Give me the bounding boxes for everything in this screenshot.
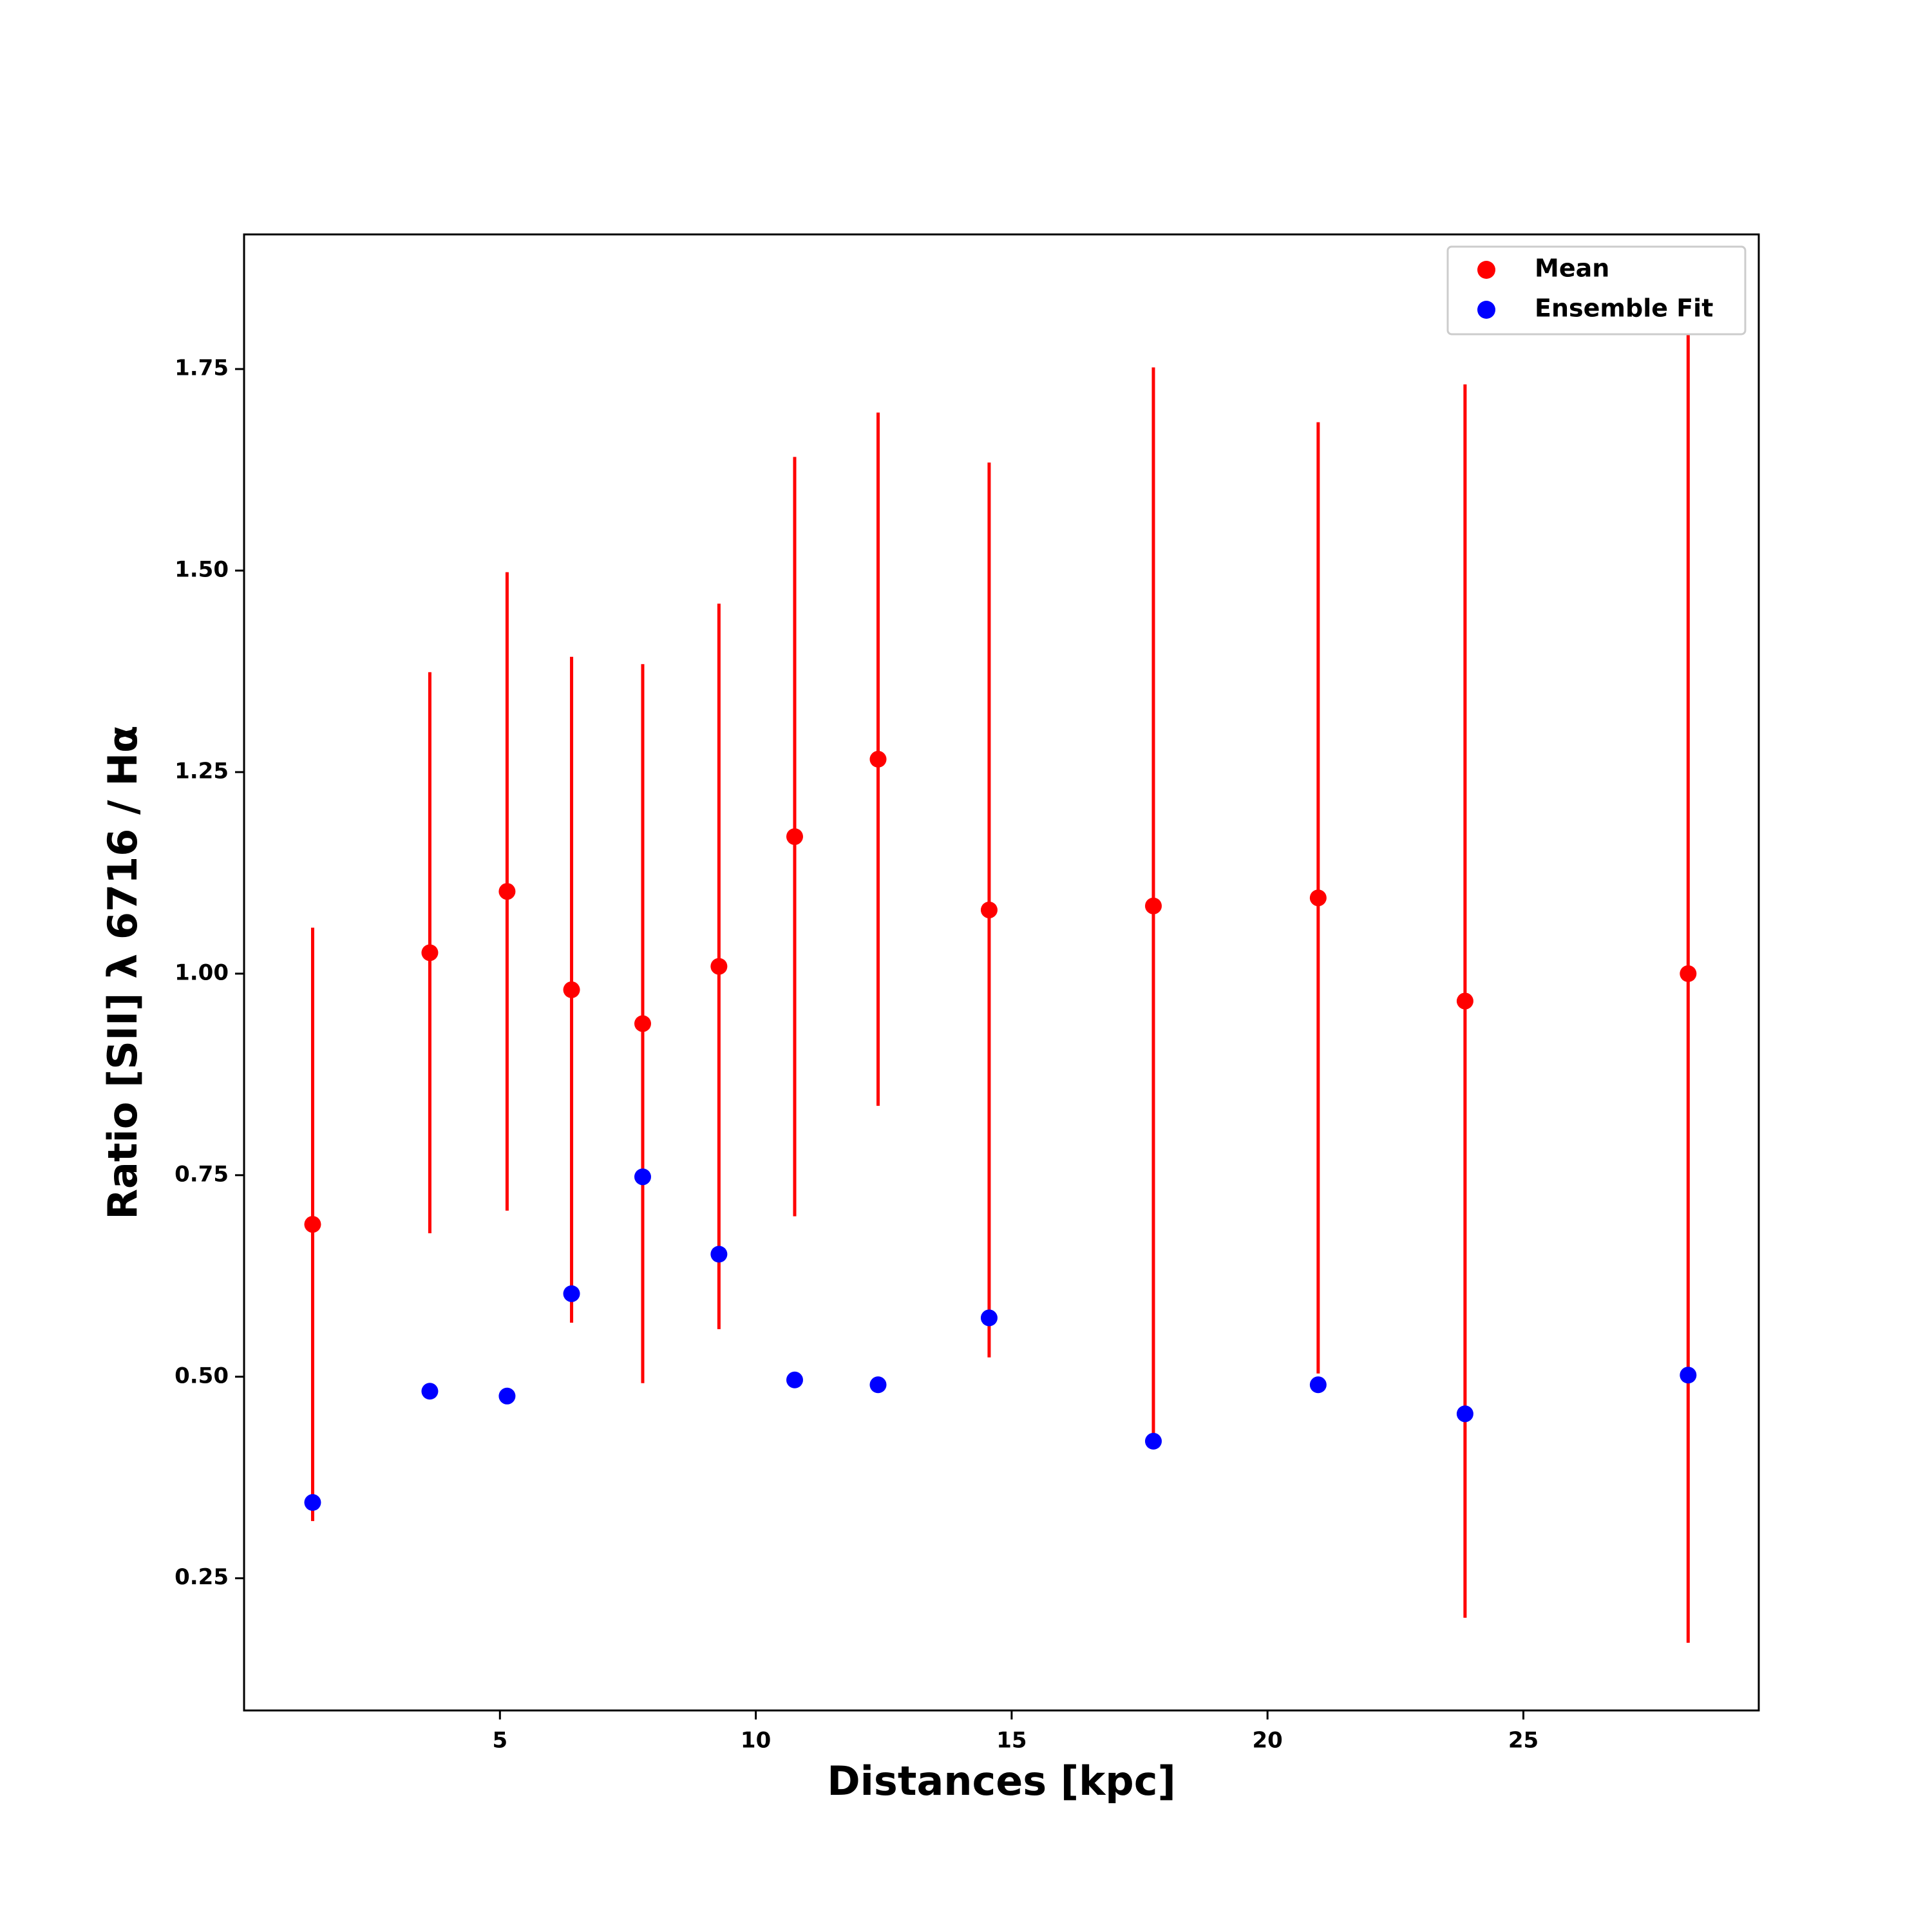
- y-tick-label: 1.50: [175, 556, 229, 582]
- x-tick-label: 20: [1253, 1728, 1283, 1754]
- point: [498, 1387, 516, 1405]
- point: [1680, 965, 1697, 982]
- point: [563, 1285, 580, 1302]
- point: [869, 1376, 887, 1394]
- legend-label: Ensemble Fit: [1535, 294, 1713, 323]
- point: [634, 1168, 651, 1186]
- point: [304, 1494, 321, 1511]
- point: [304, 1216, 321, 1233]
- point: [1144, 897, 1162, 914]
- y-tick-label: 0.75: [175, 1161, 229, 1187]
- point: [786, 828, 803, 846]
- point: [563, 981, 580, 998]
- x-tick-label: 5: [492, 1728, 507, 1754]
- y-tick-label: 1.75: [175, 355, 229, 381]
- plot-frame: [243, 233, 1760, 1712]
- x-tick-label: 25: [1508, 1728, 1539, 1754]
- point: [498, 883, 516, 900]
- legend-marker: [1477, 301, 1495, 319]
- legend-marker: [1477, 261, 1495, 279]
- legend-box: [1446, 245, 1747, 336]
- point: [421, 1383, 439, 1400]
- y-tick-label: 1.00: [175, 960, 229, 985]
- point: [710, 958, 728, 975]
- point: [1456, 992, 1473, 1010]
- point: [1309, 889, 1327, 907]
- x-tick-label: 10: [741, 1728, 771, 1754]
- point: [1309, 1376, 1327, 1394]
- point: [421, 944, 439, 961]
- y-tick-label: 0.50: [175, 1363, 229, 1388]
- legend-label: Mean: [1535, 254, 1609, 283]
- point: [634, 1015, 651, 1032]
- point: [1456, 1405, 1473, 1423]
- point: [869, 750, 887, 768]
- y-tick-label: 1.25: [175, 758, 229, 784]
- y-tick-label: 0.25: [175, 1564, 229, 1590]
- point: [980, 901, 998, 918]
- x-axis-label: Distances [kpc]: [827, 1757, 1176, 1804]
- x-tick-label: 15: [996, 1728, 1027, 1754]
- point: [1144, 1432, 1162, 1450]
- point: [980, 1309, 998, 1327]
- point: [786, 1371, 803, 1388]
- point: [1680, 1367, 1697, 1384]
- y-axis-label: Ratio [SII] λ 6716 / Hα: [99, 725, 146, 1219]
- point: [710, 1245, 728, 1263]
